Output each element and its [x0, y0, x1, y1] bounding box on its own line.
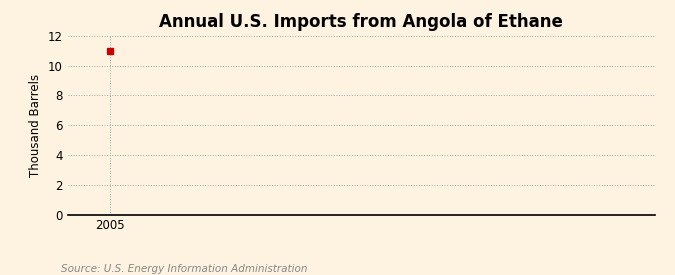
Text: Source: U.S. Energy Information Administration: Source: U.S. Energy Information Administ…	[61, 264, 307, 274]
Title: Annual U.S. Imports from Angola of Ethane: Annual U.S. Imports from Angola of Ethan…	[159, 13, 563, 31]
Y-axis label: Thousand Barrels: Thousand Barrels	[29, 73, 42, 177]
